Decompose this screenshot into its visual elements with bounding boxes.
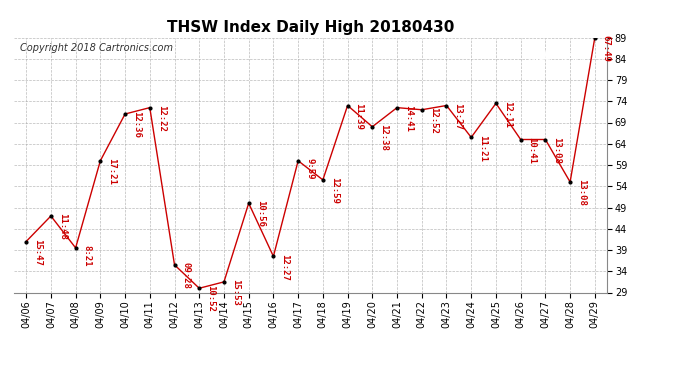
Text: 12:22: 12:22: [157, 105, 166, 132]
Text: 12:59: 12:59: [330, 177, 339, 204]
Text: 9:59: 9:59: [305, 158, 314, 180]
Text: 11:48: 11:48: [58, 213, 67, 240]
Text: 09:28: 09:28: [181, 262, 190, 289]
Text: 12:11: 12:11: [503, 100, 512, 128]
Text: 15:53: 15:53: [231, 279, 240, 306]
Title: THSW Index Daily High 20180430: THSW Index Daily High 20180430: [167, 20, 454, 35]
Text: 12:27: 12:27: [280, 254, 289, 280]
Text: 10:41: 10:41: [528, 137, 537, 164]
Text: 67:49: 67:49: [602, 35, 611, 62]
Text: 12:52: 12:52: [428, 107, 437, 134]
Text: 10:52: 10:52: [206, 285, 215, 312]
Text: Copyright 2018 Cartronics.com: Copyright 2018 Cartronics.com: [20, 43, 172, 52]
Text: 15:47: 15:47: [33, 239, 42, 266]
Text: 13:08: 13:08: [552, 137, 562, 164]
Text: 11:39: 11:39: [355, 103, 364, 130]
Text: 12:38: 12:38: [380, 124, 388, 151]
Text: 17:21: 17:21: [107, 158, 117, 185]
Text: 10:56: 10:56: [255, 201, 265, 227]
Text: 12:36: 12:36: [132, 111, 141, 138]
Text: 14:41: 14:41: [404, 105, 413, 132]
Text: 8:21: 8:21: [83, 245, 92, 267]
Text: 11:21: 11:21: [478, 135, 487, 162]
Text: 13:08: 13:08: [577, 179, 586, 206]
Text: 13:27: 13:27: [453, 103, 462, 130]
